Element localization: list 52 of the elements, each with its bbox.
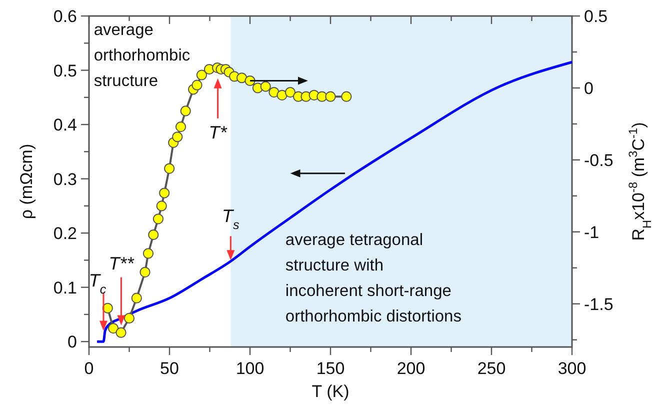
point <box>175 122 186 132</box>
point <box>316 91 328 102</box>
point <box>260 81 271 92</box>
point <box>156 200 167 212</box>
x-tick-label: 150 <box>316 359 345 378</box>
annotation: average orthorhombic structure <box>94 20 190 90</box>
point <box>140 266 150 278</box>
point <box>148 229 159 240</box>
y2-tick-label: 0.5 <box>584 7 608 26</box>
y-tick-label: 0.6 <box>53 7 77 26</box>
y-tick-label: 0.4 <box>53 116 77 135</box>
annotation: T** <box>108 253 135 274</box>
x-tick-label: 100 <box>236 359 264 378</box>
point <box>236 72 248 84</box>
point <box>102 302 113 314</box>
y2-tick-label: 0 <box>584 78 594 98</box>
point <box>341 91 352 102</box>
y-tick-label: 0.3 <box>53 170 77 189</box>
x-tick-label: 200 <box>396 359 426 378</box>
x-tick-label: 50 <box>160 359 179 378</box>
y2-tick-label: -1 <box>584 222 600 242</box>
annotation: T* <box>208 122 228 142</box>
y2-tick-label: -0.5 <box>584 150 614 170</box>
y-tick-label: 0 <box>68 332 77 352</box>
point <box>108 322 119 334</box>
point <box>124 312 135 324</box>
annotation: T$_{c}$ <box>88 270 107 297</box>
point <box>142 248 154 259</box>
y-axis-title: ρ (mΩcm) <box>17 144 36 220</box>
x-tick-label: 0 <box>84 359 94 378</box>
point <box>131 292 142 304</box>
annotation: average tetragonal structure with incoherent short-range orthorhombic distortions <box>285 230 462 326</box>
x-tick-label: 250 <box>477 359 506 378</box>
point <box>325 91 336 102</box>
point <box>159 188 170 198</box>
point <box>284 86 296 98</box>
y-tick-label: 0.2 <box>53 224 77 244</box>
point <box>172 132 183 142</box>
y-tick-label: 0.5 <box>53 61 77 80</box>
point <box>180 106 191 116</box>
y2-tick-label: -1.5 <box>584 294 614 314</box>
x-tick-label: 300 <box>558 359 586 378</box>
point <box>196 70 207 80</box>
point <box>152 214 164 224</box>
point <box>268 86 280 98</box>
y-tick-label: 0.1 <box>53 278 77 298</box>
x-axis-title: T (K) <box>312 382 350 401</box>
point <box>276 90 288 100</box>
point <box>116 327 126 338</box>
annotation: T$_{s}$ <box>222 206 240 232</box>
point <box>192 80 202 90</box>
point <box>164 163 175 174</box>
